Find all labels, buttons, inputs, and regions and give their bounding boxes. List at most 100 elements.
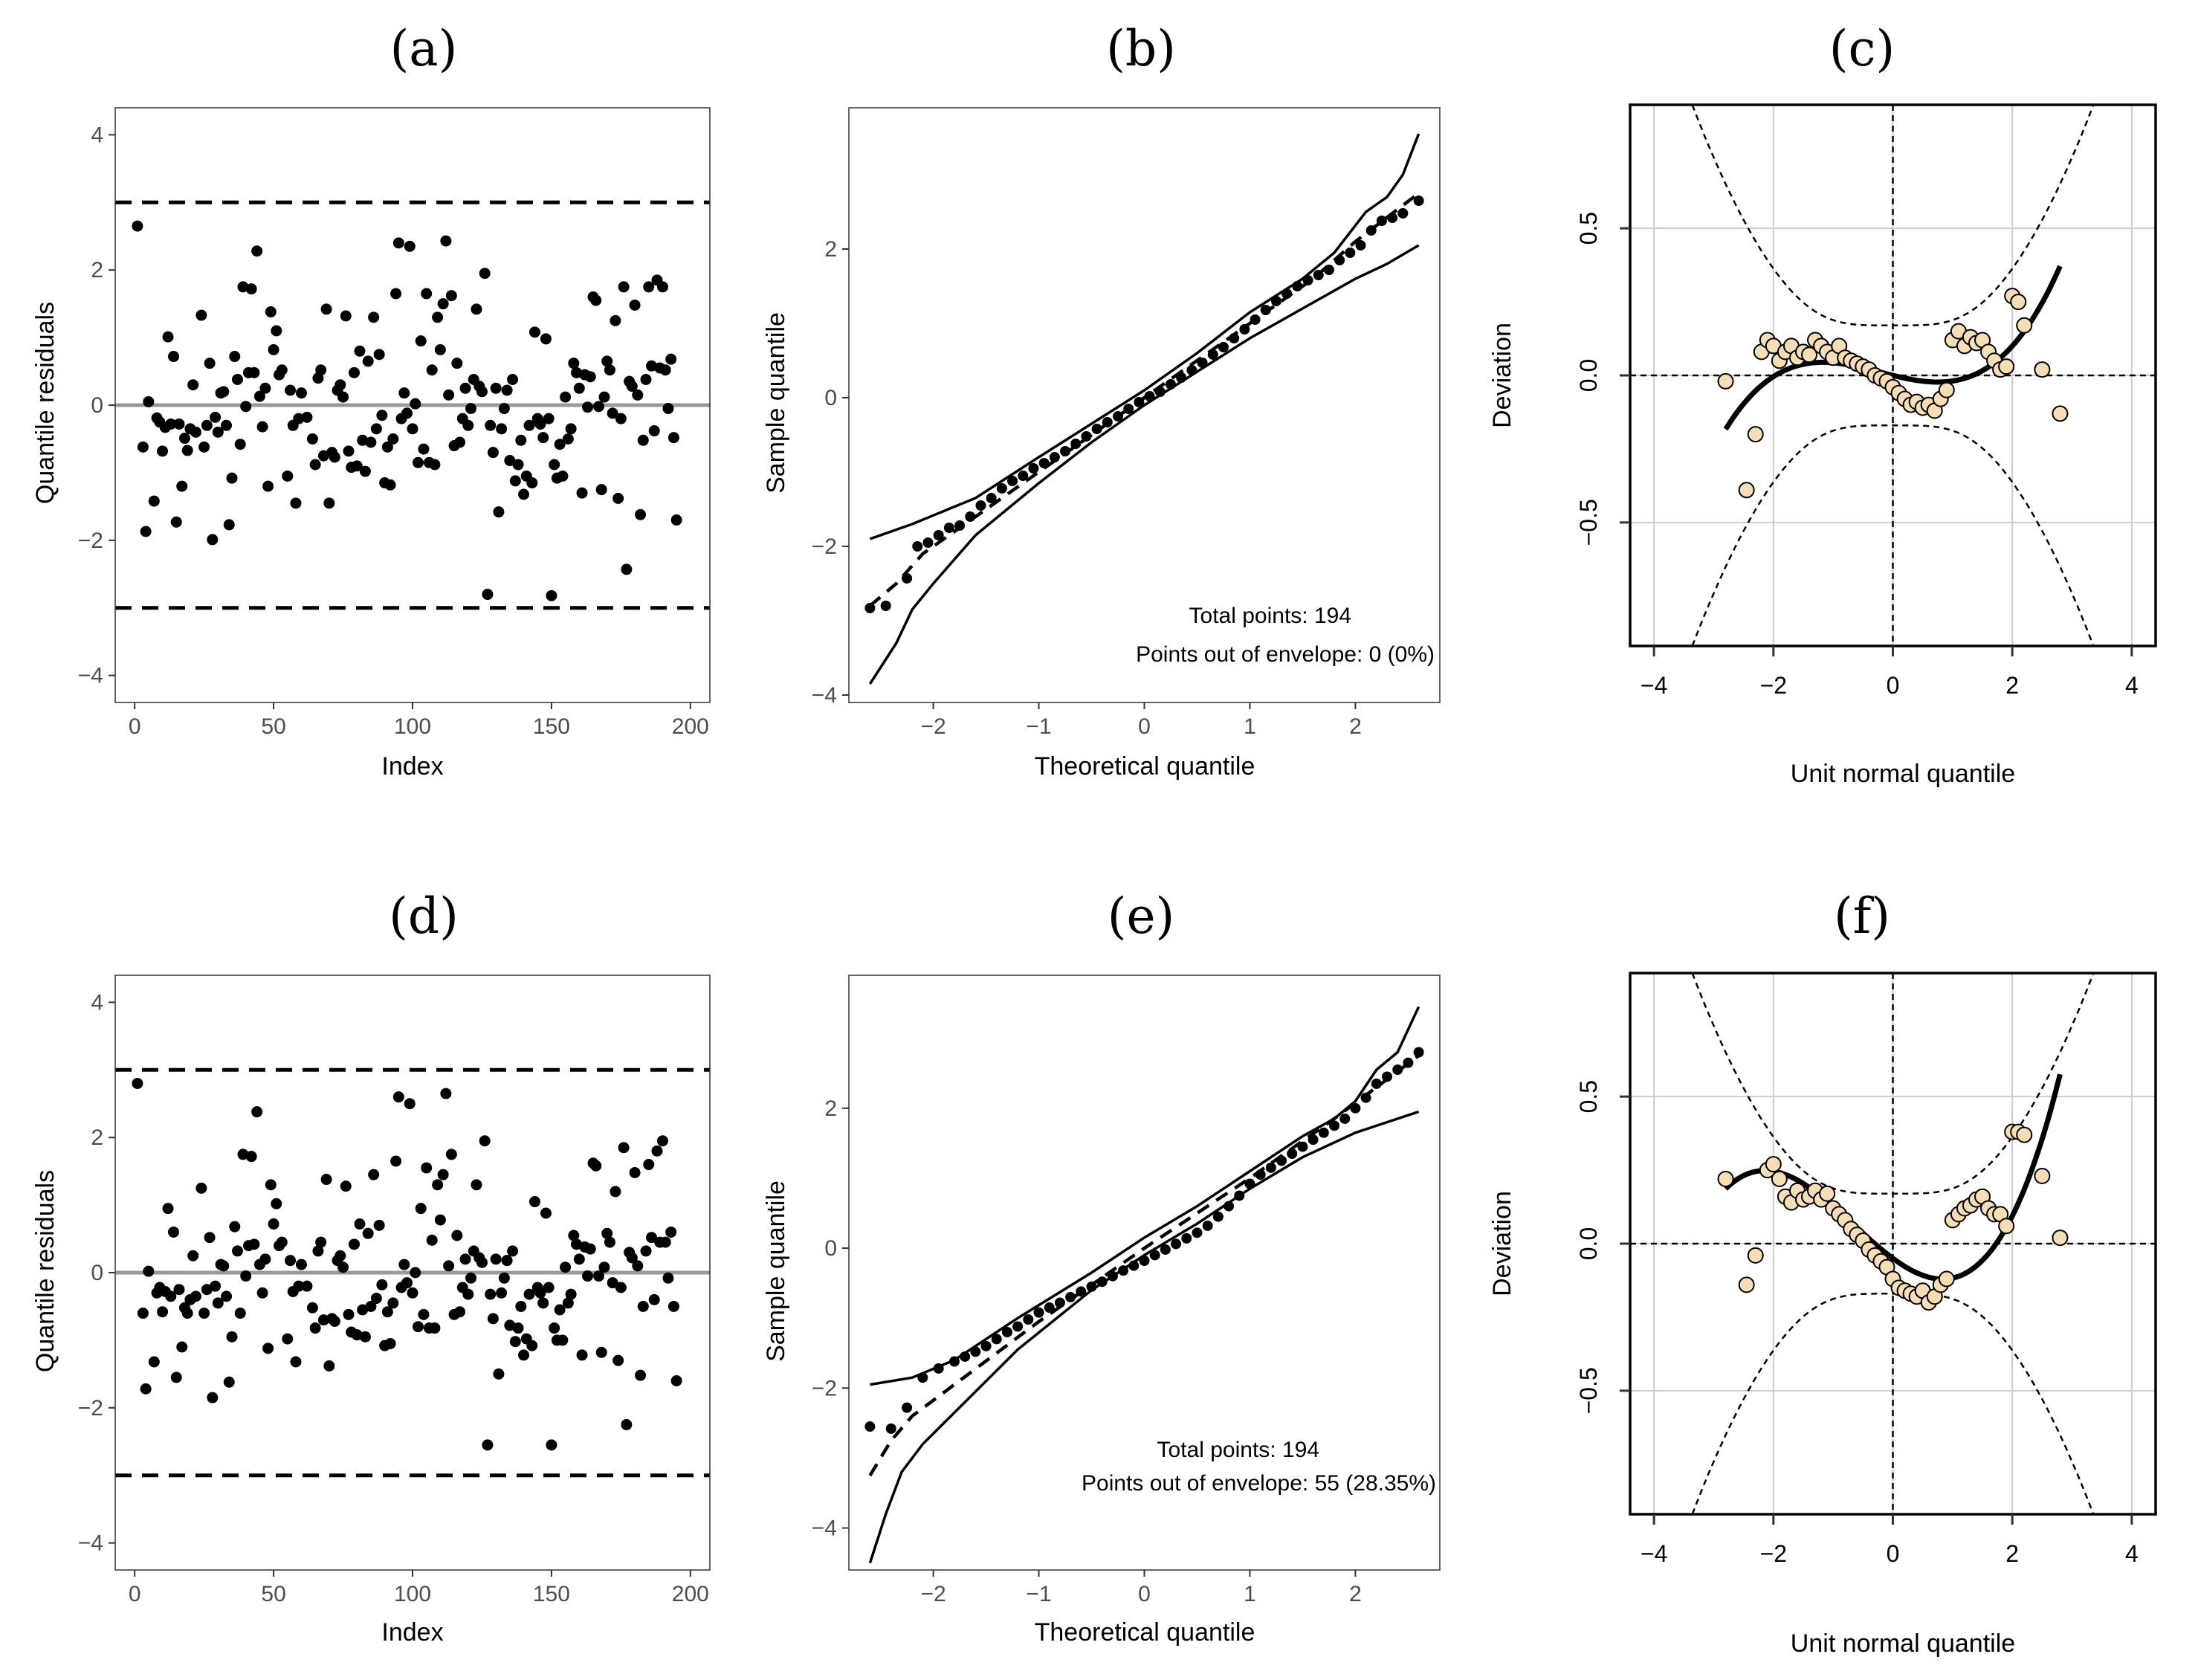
x-tick-label: 100 — [394, 714, 431, 739]
data-point — [443, 389, 455, 401]
data-point — [140, 1383, 152, 1395]
data-point — [637, 1300, 649, 1312]
data-point — [207, 1392, 219, 1403]
data-point — [960, 1351, 971, 1362]
data-point — [201, 419, 213, 431]
data-point — [482, 589, 494, 601]
panel-title: (e) — [1108, 888, 1175, 945]
plot-content — [864, 1006, 1424, 1564]
data-point — [509, 475, 521, 487]
data-point — [554, 439, 566, 450]
x-tick-label: −2 — [1760, 672, 1787, 699]
x-tick-label: 200 — [672, 714, 709, 739]
data-point — [1086, 1281, 1097, 1292]
data-point — [459, 1253, 471, 1265]
data-point — [384, 479, 396, 491]
data-point — [245, 1151, 257, 1163]
data-point — [515, 1300, 527, 1312]
data-point — [351, 460, 363, 472]
panel-d: (d) 0 50 100 150 200 −4 −2 0 2 4 Index Quantile r… — [31, 888, 711, 1647]
data-point — [309, 1322, 321, 1334]
data-point — [462, 1288, 474, 1300]
y-tick-label: −2 — [812, 1376, 837, 1400]
data-point — [268, 343, 279, 355]
y-tick-label: 0.0 — [1575, 1227, 1602, 1260]
data-point — [295, 1259, 307, 1270]
data-point — [323, 1360, 335, 1372]
data-point — [1171, 1238, 1182, 1250]
data-point — [1001, 1327, 1012, 1337]
confidence-bound-upper — [1691, 973, 2095, 1195]
data-point — [515, 434, 527, 446]
data-point — [1107, 1270, 1118, 1282]
y-tick-label: −2 — [812, 534, 837, 559]
data-point — [143, 1265, 155, 1277]
data-point — [290, 1356, 302, 1368]
data-point — [864, 603, 876, 613]
plot-content — [864, 133, 1424, 685]
data-point — [412, 456, 424, 468]
data-point — [465, 403, 477, 415]
data-point — [629, 1166, 641, 1178]
data-point — [317, 1314, 329, 1326]
data-point — [648, 1293, 660, 1305]
x-axis-label: Index — [381, 1618, 443, 1647]
data-point — [301, 1280, 313, 1292]
data-point — [173, 418, 185, 430]
data-point — [293, 1280, 305, 1292]
data-point — [201, 1284, 213, 1296]
y-tick-label: −2 — [78, 529, 103, 553]
data-point — [1044, 1302, 1055, 1314]
data-point — [440, 1088, 452, 1099]
data-point — [2034, 1168, 2051, 1184]
y-tick-label: −4 — [812, 683, 837, 708]
data-point — [980, 1340, 992, 1351]
data-point — [170, 1372, 182, 1383]
data-point — [187, 379, 199, 391]
data-point — [421, 288, 433, 300]
data-point — [357, 1304, 369, 1316]
data-point — [454, 1306, 466, 1318]
data-point — [162, 331, 174, 343]
data-point — [512, 1322, 524, 1334]
data-point — [271, 325, 282, 337]
y-tick-label: 2 — [824, 1096, 837, 1121]
data-point — [1065, 1291, 1076, 1302]
y-axis-label: Sample quantile — [762, 312, 790, 494]
data-point — [592, 1270, 604, 1282]
data-point — [562, 433, 574, 445]
data-point — [885, 1423, 896, 1434]
y-tick-label: 0 — [91, 1261, 103, 1285]
data-point — [365, 436, 377, 448]
data-point — [565, 1288, 577, 1300]
data-point — [568, 1230, 580, 1241]
y-tick-label: −0.5 — [1575, 1367, 1602, 1414]
data-point — [309, 459, 321, 471]
panel-c: (c) −4 −2 0 2 4 −0.5 0.0 0.5 Unit normal quanti… — [1488, 20, 2157, 788]
data-point — [659, 364, 671, 376]
data-point — [668, 1300, 679, 1312]
data-point — [212, 426, 224, 438]
data-point — [512, 459, 524, 471]
data-point — [1747, 1247, 1764, 1264]
data-point — [507, 373, 519, 385]
data-point — [537, 432, 549, 444]
data-point — [554, 1304, 566, 1316]
data-point — [373, 1219, 385, 1231]
data-point — [523, 419, 535, 431]
data-point — [365, 1300, 377, 1312]
y-tick-label: 2 — [91, 1125, 103, 1150]
data-point — [373, 349, 385, 361]
annotation-out-of-envelope: Points out of envelope: 0 (0%) — [1136, 642, 1435, 667]
y-tick-label: 0 — [824, 386, 837, 410]
x-tick-label: 100 — [394, 1582, 431, 1606]
data-point — [1292, 281, 1303, 291]
data-point — [198, 1308, 210, 1319]
data-point — [168, 351, 180, 363]
data-point — [540, 1207, 552, 1219]
data-point — [659, 1236, 671, 1248]
data-point — [1181, 1232, 1192, 1244]
data-point — [662, 1272, 674, 1284]
data-point — [368, 311, 380, 323]
data-point — [1382, 1071, 1393, 1082]
